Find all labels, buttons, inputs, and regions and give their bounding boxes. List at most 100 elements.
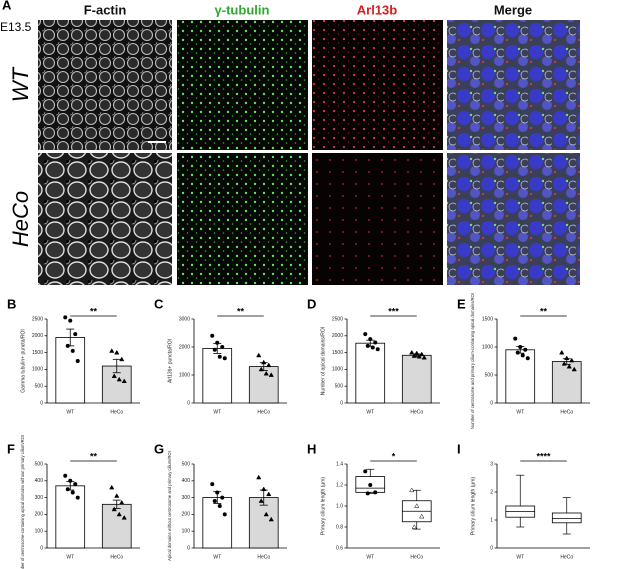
data-point bbox=[368, 483, 373, 487]
data-point bbox=[215, 340, 220, 345]
panel-label: B bbox=[7, 296, 16, 311]
data-point bbox=[363, 332, 368, 337]
data-point bbox=[220, 345, 225, 349]
significance-label: ** bbox=[237, 306, 245, 316]
y-axis-label: Apical domains without centrosome and pr… bbox=[167, 451, 172, 561]
data-point bbox=[368, 337, 373, 342]
data-point bbox=[210, 333, 215, 338]
data-point bbox=[121, 515, 127, 520]
data-point bbox=[75, 359, 80, 363]
y-tick-label: 1500 bbox=[482, 316, 493, 322]
panel-label: F bbox=[7, 441, 15, 456]
panel-label: G bbox=[154, 441, 164, 456]
panel-label: D bbox=[307, 296, 316, 311]
data-point bbox=[65, 343, 70, 348]
column-header: Arl13b bbox=[357, 2, 398, 17]
data-point bbox=[416, 353, 422, 359]
y-tick-label: 2 bbox=[490, 489, 493, 495]
data-point bbox=[258, 498, 264, 503]
bar bbox=[248, 366, 279, 404]
bar bbox=[401, 354, 432, 404]
box bbox=[551, 512, 582, 524]
data-point bbox=[70, 490, 75, 495]
data-point bbox=[419, 351, 425, 357]
data-point bbox=[121, 378, 127, 384]
data-point bbox=[518, 345, 523, 349]
data-point bbox=[220, 495, 225, 500]
y-axis-label: Number of centrosome and primary cilium-… bbox=[470, 293, 475, 429]
y-axis-label: Number of centrosome-containing apical d… bbox=[20, 435, 25, 569]
y-tick-label: 0 bbox=[490, 545, 493, 551]
x-tick-label: WT bbox=[516, 409, 524, 415]
data-point bbox=[525, 356, 530, 361]
row-label: HeCo bbox=[8, 191, 33, 247]
image bbox=[312, 153, 443, 285]
data-point bbox=[564, 355, 570, 361]
y-tick-label: 500 bbox=[335, 384, 344, 390]
y-tick-label: 2000 bbox=[332, 333, 343, 339]
y-tick-label: 1.0 bbox=[336, 503, 343, 509]
data-point bbox=[116, 511, 122, 517]
x-tick-label: HeCo bbox=[110, 554, 123, 560]
data-point bbox=[559, 349, 565, 355]
y-tick-label: 300 bbox=[35, 495, 44, 501]
y-tick-label: 0 bbox=[490, 400, 493, 406]
data-point bbox=[70, 348, 75, 353]
y-tick-label: 500 bbox=[35, 384, 44, 390]
data-point bbox=[409, 349, 415, 355]
x-tick-label: HeCo bbox=[257, 554, 270, 560]
data-point bbox=[114, 493, 120, 498]
y-tick-label: 200 bbox=[35, 512, 44, 518]
y-tick-label: 500 bbox=[485, 372, 494, 378]
data-point bbox=[217, 504, 222, 508]
data-point bbox=[421, 354, 427, 360]
data-point bbox=[109, 484, 115, 490]
bar bbox=[55, 337, 86, 404]
x-tick-label: WT bbox=[366, 554, 374, 560]
bar bbox=[101, 503, 132, 549]
data-point bbox=[268, 372, 274, 377]
y-tick-label: 300 bbox=[182, 495, 191, 501]
y-tick-label: 0 bbox=[187, 545, 190, 551]
data-point bbox=[566, 363, 572, 369]
y-tick-label: 400 bbox=[182, 478, 191, 484]
image bbox=[38, 153, 172, 285]
y-tick-label: 0 bbox=[40, 400, 43, 406]
y-axis-label: Number of apical domains/ROI bbox=[320, 327, 326, 395]
x-tick-label: HeCo bbox=[560, 409, 573, 415]
x-tick-label: WT bbox=[66, 409, 74, 415]
significance-label: * bbox=[392, 451, 396, 461]
y-axis-label: Primary cilium length (μm) bbox=[320, 477, 326, 536]
x-tick-label: WT bbox=[213, 409, 221, 415]
data-point bbox=[520, 353, 525, 358]
row-label: WT bbox=[8, 66, 33, 102]
data-point bbox=[266, 362, 272, 368]
data-point bbox=[68, 478, 73, 483]
image bbox=[312, 20, 443, 150]
y-tick-label: 0.6 bbox=[336, 545, 343, 551]
bar bbox=[202, 497, 233, 549]
data-point bbox=[119, 499, 125, 505]
column-header: γ-tubulin bbox=[215, 2, 270, 17]
panel-label: H bbox=[307, 441, 316, 456]
y-tick-label: 0 bbox=[340, 400, 343, 406]
bar bbox=[551, 361, 582, 404]
data-point bbox=[212, 498, 217, 503]
data-point bbox=[65, 487, 70, 492]
y-tick-label: 3000 bbox=[179, 316, 190, 322]
data-point bbox=[222, 512, 227, 517]
stage-label: E13.5 bbox=[0, 20, 32, 34]
data-point bbox=[414, 503, 420, 508]
x-tick-label: WT bbox=[66, 554, 74, 560]
image bbox=[177, 20, 308, 150]
image bbox=[447, 20, 580, 150]
panel-label: I bbox=[457, 441, 461, 456]
panel-label: E bbox=[457, 296, 466, 311]
y-tick-label: 1000 bbox=[179, 372, 190, 378]
data-point bbox=[263, 370, 269, 376]
data-point bbox=[523, 347, 528, 352]
y-axis-label: Arl13b+ puncta/ROI bbox=[167, 339, 173, 383]
data-point bbox=[111, 373, 117, 378]
data-point bbox=[111, 506, 117, 512]
data-point bbox=[215, 490, 220, 495]
